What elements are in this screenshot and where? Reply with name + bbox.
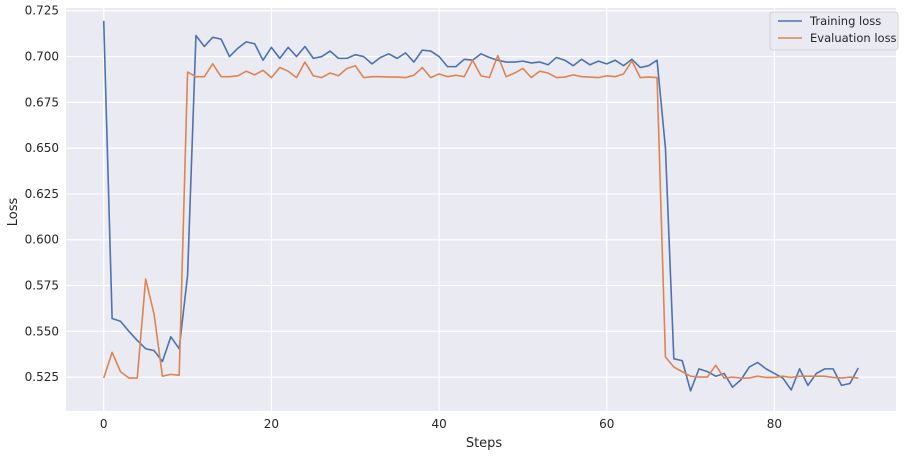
x-axis-label: Steps <box>466 436 503 451</box>
x-tick-label: 80 <box>767 417 782 431</box>
y-tick-label: 0.675 <box>25 95 59 109</box>
series-line-training-loss <box>102 20 859 392</box>
y-tick-label: 0.575 <box>25 279 59 293</box>
y-tick-label: 0.550 <box>25 324 59 338</box>
x-tick-label: 0 <box>100 417 108 431</box>
grid-lines <box>66 8 896 411</box>
x-tick-label: 20 <box>264 417 279 431</box>
legend: Training loss Evaluation loss <box>769 11 899 51</box>
x-tick-label: 40 <box>431 417 446 431</box>
legend-label-training: Training loss <box>809 14 881 28</box>
series-layer <box>102 20 859 392</box>
x-tick-label: 60 <box>599 417 614 431</box>
y-tick-label: 0.600 <box>25 233 59 247</box>
y-axis-label: Loss <box>6 198 21 227</box>
y-tick-label: 0.725 <box>25 4 59 18</box>
y-tick-label: 0.700 <box>25 50 59 64</box>
y-tick-label: 0.650 <box>25 141 59 155</box>
x-tick-labels: 0 20 40 60 80 <box>100 417 782 431</box>
y-tick-label: 0.625 <box>25 187 59 201</box>
legend-label-evaluation: Evaluation loss <box>810 31 897 45</box>
y-tick-labels: 0.525 0.550 0.575 0.600 0.625 0.650 0.675 0.700… <box>25 4 59 384</box>
y-tick-label: 0.525 <box>25 370 59 384</box>
series-line-evaluation-loss <box>102 54 859 379</box>
